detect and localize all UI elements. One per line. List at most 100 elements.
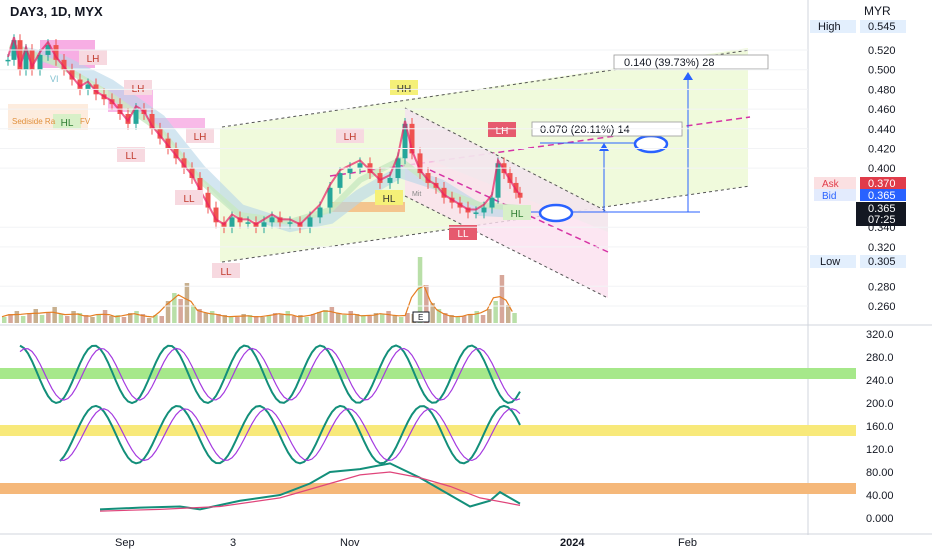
currency-label: MYR bbox=[864, 4, 891, 18]
volume-bar bbox=[348, 311, 353, 323]
target-circle bbox=[633, 134, 669, 154]
zone-orange bbox=[330, 202, 405, 212]
faded-text-fv: FV bbox=[80, 117, 91, 126]
candle-body bbox=[23, 50, 29, 70]
volume-bar bbox=[140, 314, 146, 323]
volume-bar bbox=[493, 301, 498, 323]
last-price: 0.365 bbox=[868, 203, 896, 215]
event-marker-box bbox=[412, 311, 430, 323]
candle-body bbox=[165, 138, 171, 149]
volume-bar bbox=[392, 315, 398, 323]
volume-bar bbox=[317, 312, 322, 323]
time-tick-label: Sep bbox=[115, 537, 135, 549]
volume-bar bbox=[27, 313, 32, 323]
pivot-label: LL bbox=[125, 151, 137, 162]
pivot-label: LL bbox=[183, 194, 195, 205]
volume-bar bbox=[260, 317, 265, 323]
pivot-label-box bbox=[390, 80, 418, 95]
volume-bar bbox=[468, 314, 473, 323]
osc-tick-label: 0.000 bbox=[866, 513, 894, 525]
ask-label: Ask bbox=[822, 179, 840, 190]
osc-tick-label: 320.0 bbox=[866, 329, 894, 341]
volume-bar bbox=[33, 309, 38, 323]
candle-body bbox=[61, 59, 67, 70]
pivot-label: HL bbox=[61, 118, 74, 129]
volume-ma-line bbox=[1, 284, 513, 318]
price-tick-label: 0.460 bbox=[868, 104, 896, 116]
volume-bar bbox=[197, 309, 202, 323]
volume-bar bbox=[109, 316, 114, 323]
volume-bar bbox=[512, 313, 517, 323]
candle-body bbox=[5, 59, 11, 62]
volume-bar bbox=[424, 285, 429, 323]
price-tick-label: 0.440 bbox=[868, 124, 896, 136]
candle-body bbox=[481, 207, 487, 213]
pivot-label: LL bbox=[457, 229, 469, 240]
last-price-box bbox=[856, 202, 906, 226]
pivot-label-box bbox=[488, 122, 516, 137]
volume-bar bbox=[329, 307, 335, 323]
volume-bar bbox=[96, 314, 101, 323]
volume-bar bbox=[228, 316, 234, 323]
price-tick-label: 0.400 bbox=[868, 163, 896, 175]
candle-body bbox=[347, 168, 353, 174]
volume-bar bbox=[436, 309, 442, 323]
osc3-slow-line bbox=[99, 471, 521, 512]
candle-body bbox=[157, 128, 163, 139]
price-tick-label: 0.420 bbox=[868, 143, 896, 155]
pivot-label-box bbox=[375, 190, 403, 205]
candle-body bbox=[317, 207, 323, 218]
candle-body bbox=[327, 187, 333, 208]
volume-bar bbox=[367, 316, 372, 323]
trend-overlay-line bbox=[7, 36, 521, 226]
volume-bar bbox=[20, 316, 26, 323]
ask-label-box bbox=[814, 177, 856, 189]
price-tick-label: 0.320 bbox=[868, 242, 896, 254]
volume-bar bbox=[443, 313, 448, 323]
candle-body bbox=[517, 192, 523, 198]
volume-bar bbox=[361, 315, 366, 323]
candle-body bbox=[387, 178, 393, 183]
pivot-label-box bbox=[79, 50, 107, 65]
volume-bar bbox=[449, 315, 454, 323]
candle-body bbox=[205, 192, 211, 208]
candle-body bbox=[425, 173, 431, 183]
time-tick-label: 2024 bbox=[560, 537, 585, 549]
osc2-slow-line bbox=[59, 408, 521, 462]
candle-body bbox=[473, 212, 479, 214]
volume-bar bbox=[386, 311, 391, 323]
volume-bar bbox=[461, 316, 467, 323]
volume-bar bbox=[209, 311, 215, 323]
faded-text-vi: VI bbox=[50, 74, 59, 84]
candle-body bbox=[69, 69, 75, 80]
volume-bar bbox=[398, 317, 404, 323]
candle-body bbox=[181, 158, 187, 169]
osc-tick-label: 160.0 bbox=[866, 421, 894, 433]
candle-body bbox=[441, 187, 447, 198]
high-value: 0.545 bbox=[868, 21, 896, 33]
candle-body bbox=[133, 109, 139, 124]
pivot-label: HL bbox=[511, 209, 524, 220]
volume-bar bbox=[52, 307, 57, 323]
volume-bar bbox=[291, 316, 297, 323]
candle-body bbox=[337, 173, 343, 188]
measure-big-box bbox=[613, 54, 769, 70]
volume-bar bbox=[153, 315, 158, 323]
volume-bar bbox=[121, 317, 127, 323]
volume-bar bbox=[2, 317, 7, 323]
volume-bar bbox=[474, 311, 479, 323]
symbol-title: DAY3, 1D, MYX bbox=[10, 4, 103, 19]
osc2-fast-line bbox=[59, 404, 521, 465]
price-tick-label: 0.500 bbox=[868, 65, 896, 77]
pivot-label-box bbox=[124, 80, 152, 95]
desc-channel-mid bbox=[429, 169, 609, 253]
candle-body bbox=[507, 173, 513, 183]
volume-bar bbox=[146, 318, 152, 323]
candle-body bbox=[495, 163, 501, 198]
candle-body bbox=[77, 79, 83, 90]
volume-bar bbox=[90, 317, 95, 323]
pivot-label-box bbox=[336, 128, 364, 143]
volume-bar bbox=[235, 317, 240, 323]
measure-arrow-small-head bbox=[599, 143, 609, 151]
